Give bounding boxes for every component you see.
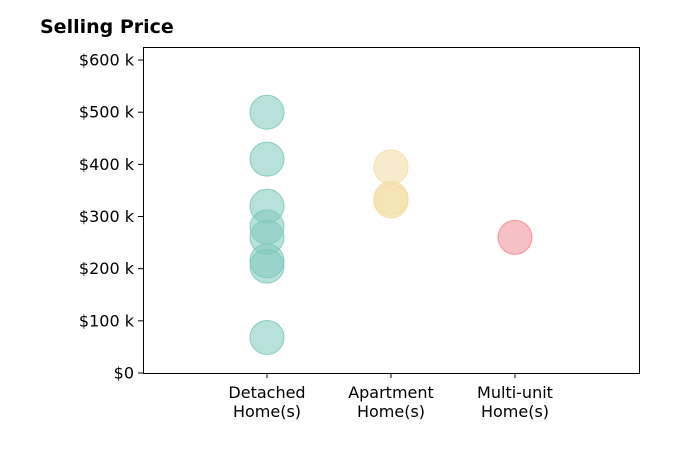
data-point: [249, 320, 285, 356]
y-tick-label: $0: [114, 364, 134, 383]
data-point: [249, 94, 285, 130]
y-tick-label: $400 k: [79, 155, 135, 174]
chart-title: Selling Price: [40, 16, 174, 38]
y-tick-label: $300 k: [79, 207, 135, 226]
data-points: [249, 94, 533, 356]
data-point: [373, 183, 409, 219]
x-tick-label: Detached Home(s): [228, 383, 305, 421]
y-tick-label: $200 k: [79, 259, 135, 278]
y-tick-label: $600 k: [79, 51, 135, 70]
y-axis: $0 $100 k $200 k $300 k $400 k $500 k $600 k: [79, 51, 143, 383]
x-tick-label: Multi-unit Home(s): [477, 383, 553, 421]
x-tick-label: Apartment Home(s): [348, 383, 434, 421]
data-point: [249, 141, 285, 177]
data-point: [497, 219, 533, 255]
y-tick-label: $500 k: [79, 103, 135, 122]
data-point: [249, 248, 285, 284]
data-point: [373, 149, 409, 185]
y-tick-label: $100 k: [79, 311, 135, 330]
x-axis: Detached Home(s) Apartment Home(s) Multi-uni…: [228, 373, 553, 421]
